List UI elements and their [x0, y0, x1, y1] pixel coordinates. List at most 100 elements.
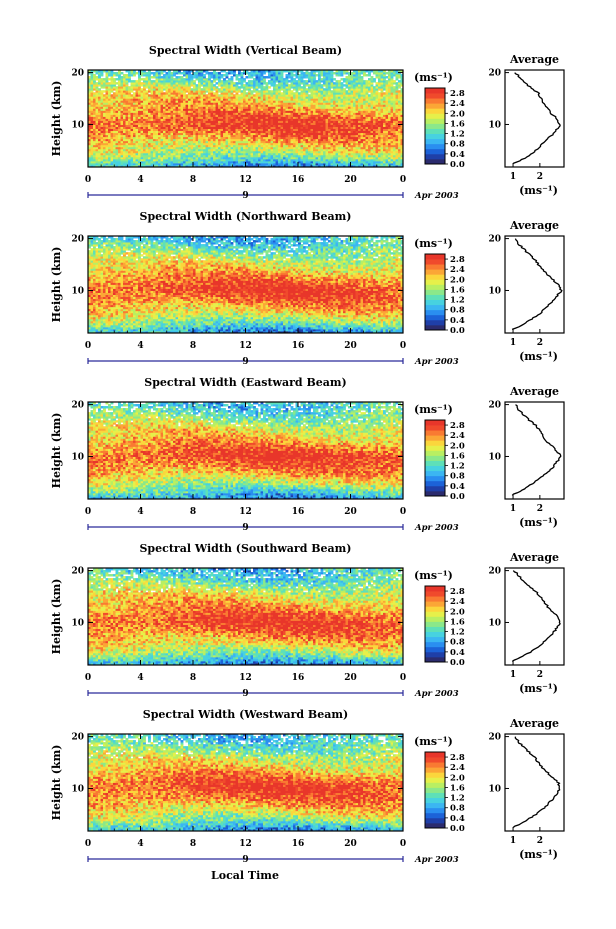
colorbar-segment: [425, 445, 445, 451]
x-tick-label: 0: [400, 175, 406, 185]
colorbar-segment: [425, 304, 445, 311]
profile-y-tick-label: 10: [488, 452, 501, 462]
x-tick-label: 0: [400, 673, 406, 683]
colorbar-segment: [425, 113, 445, 119]
panel-title: Spectral Width (Vertical Beam): [149, 44, 342, 57]
x-tick-label: 8: [190, 175, 196, 185]
x-tick-label: 4: [137, 175, 143, 185]
colorbar-segment: [425, 807, 445, 814]
x-tick-label: 0: [85, 839, 91, 849]
x-tick-label: 20: [344, 507, 357, 517]
average-title: Average: [509, 219, 559, 232]
colorbar-segment: [425, 646, 445, 653]
panel-2: Spectral Width (Northward Beam)1020Heigh…: [50, 210, 565, 367]
colorbar-segment: [425, 138, 445, 145]
average-profile-line: [512, 72, 561, 165]
x-tick-label: 12: [239, 175, 252, 185]
x-tick-label: 16: [292, 839, 305, 849]
profile-frame: [504, 235, 565, 334]
y-tick-label: 20: [71, 733, 84, 743]
colorbar-segment: [425, 289, 445, 295]
profile-y-tick-label: 10: [488, 784, 501, 794]
colorbar-segment: [425, 148, 445, 155]
colorbar-segment: [425, 460, 445, 466]
colorbar-segment: [425, 586, 445, 592]
profile-x-tick-label: 1: [510, 504, 516, 514]
profile-x-tick-label: 1: [510, 338, 516, 348]
colorbar-frame: [424, 419, 446, 497]
colorbar-tick-label: 2.8: [450, 255, 465, 265]
profile-y-tick-label: 20: [488, 733, 501, 743]
colorbar-segment: [425, 465, 445, 472]
colorbar-tick-label: 1.6: [450, 119, 465, 129]
colorbar-tick-label: 0.4: [450, 150, 465, 160]
x-axis-label: Local Time: [211, 869, 279, 882]
panel-4: Spectral Width (Southward Beam)1020Heigh…: [50, 542, 565, 699]
profile-x-tick-label: 2: [537, 504, 543, 514]
colorbar-segment: [425, 118, 445, 124]
colorbar-tick-label: 1.2: [450, 130, 465, 140]
colorbar-segment: [425, 596, 445, 602]
colorbar-unit-label: (ms⁻¹): [414, 237, 453, 250]
colorbar-tick-label: 2.8: [450, 753, 465, 763]
colorbar-tick-label: 0.8: [450, 306, 465, 316]
x-tick-label: 20: [344, 839, 357, 849]
date-label: Apr 2003: [414, 357, 459, 367]
panel-title: Spectral Width (Westward Beam): [143, 708, 348, 721]
colorbar-segment: [425, 284, 445, 290]
colorbar-segment: [425, 455, 445, 461]
colorbar-segment: [425, 440, 445, 446]
colorbar-segment: [425, 309, 445, 316]
colorbar-segment: [425, 651, 445, 658]
x-tick-label: 20: [344, 341, 357, 351]
colorbar-tick-label: 2.8: [450, 89, 465, 99]
colorbar-segment: [425, 420, 445, 426]
colorbar-segment: [425, 787, 445, 793]
profile-x-axis-label: (ms⁻¹): [519, 350, 558, 363]
colorbar-tick-label: 2.4: [450, 265, 465, 275]
average-profile: Average 10 20 1 2 (ms⁻¹): [488, 219, 565, 363]
colorbar-segment: [425, 636, 445, 643]
average-profile-line: [512, 736, 561, 828]
date-label: Apr 2003: [414, 191, 459, 201]
colorbar: 2.82.42.01.61.20.80.40.0: [424, 419, 465, 502]
colorbar-segment: [425, 621, 445, 627]
colorbar-segment: [425, 98, 445, 104]
profile-frame: [504, 567, 565, 666]
x-tick-label: 0: [85, 175, 91, 185]
x-tick-label: 8: [190, 839, 196, 849]
x-tick-label: 12: [239, 673, 252, 683]
profile-x-axis-label: (ms⁻¹): [519, 184, 558, 197]
panel-1: Spectral Width (Vertical Beam) 1 0 20 Height…: [50, 44, 565, 201]
x-tick-label: 0: [400, 839, 406, 849]
colorbar-tick-label: 2.4: [450, 99, 465, 109]
profile-x-tick-label: 2: [537, 670, 543, 680]
y-tick-label: 20: [71, 567, 84, 577]
average-profile: Average 10 20 1 2 (ms⁻¹): [488, 717, 565, 861]
x-tick-label: 4: [137, 839, 143, 849]
colorbar-tick-label: 2.4: [450, 597, 465, 607]
colorbar-segment: [425, 108, 445, 114]
day-label: 9: [242, 191, 248, 201]
panel-5: Spectral Width (Westward Beam)1020Height…: [50, 708, 565, 865]
colorbar-segment: [425, 93, 445, 99]
average-title: Average: [509, 385, 559, 398]
x-tick-label: 12: [239, 839, 252, 849]
colorbar-tick-label: 1.2: [450, 794, 465, 804]
spectral-width-heatmap: [88, 70, 404, 168]
colorbar-tick-label: 0.8: [450, 638, 465, 648]
colorbar-segment: [425, 274, 445, 280]
date-label: Apr 2003: [414, 689, 459, 699]
colorbar-segment: [425, 817, 445, 824]
y-axis-label: Height (km): [50, 413, 63, 489]
colorbar-frame: [424, 253, 446, 331]
profile-y-tick-label: 10: [488, 618, 501, 628]
y-axis-label: Height (km): [50, 81, 63, 157]
average-title: Average: [509, 53, 559, 66]
colorbar-segment: [425, 797, 445, 804]
day-label: 9: [242, 357, 248, 367]
colorbar-segment: [425, 822, 445, 829]
colorbar-segment: [425, 128, 445, 134]
profile-x-tick-label: 1: [510, 172, 516, 182]
x-tick-label: 20: [344, 175, 357, 185]
